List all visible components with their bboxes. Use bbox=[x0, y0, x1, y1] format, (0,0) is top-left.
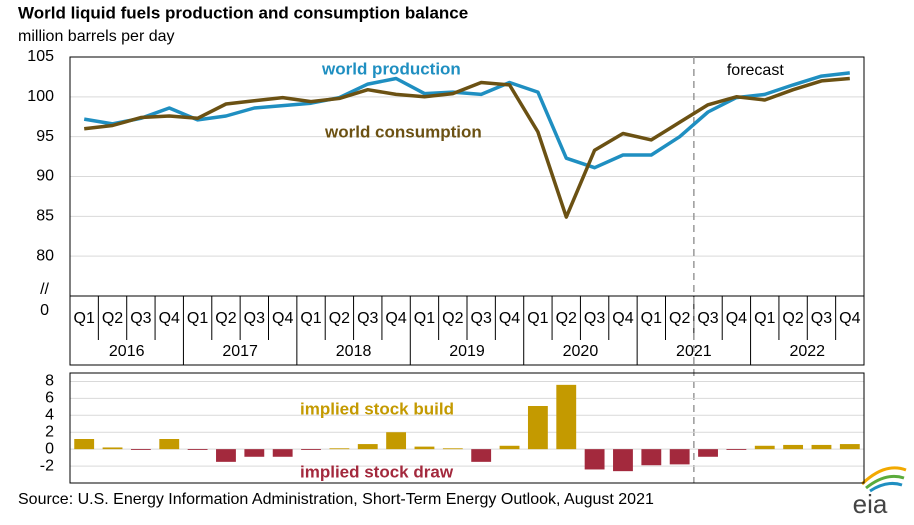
y-tick-label: 4 bbox=[45, 407, 54, 424]
x-tick-label: Q4 bbox=[499, 310, 520, 327]
series-label: world production bbox=[321, 59, 461, 78]
y-tick-label: 100 bbox=[27, 88, 54, 105]
x-tick-label: Q4 bbox=[839, 310, 860, 327]
axis-break-label: 0 bbox=[40, 302, 49, 319]
bar bbox=[811, 444, 832, 450]
bar bbox=[102, 447, 123, 450]
bar bbox=[329, 448, 350, 450]
bar bbox=[187, 449, 208, 450]
bar bbox=[301, 449, 321, 450]
x-tick-label: Q3 bbox=[130, 310, 151, 327]
bar bbox=[159, 439, 180, 450]
y-tick-label: 80 bbox=[36, 247, 54, 264]
x-tick-label: Q3 bbox=[357, 310, 378, 327]
year-label: 2017 bbox=[222, 343, 258, 360]
bar bbox=[613, 449, 633, 472]
x-tick-label: Q4 bbox=[385, 310, 406, 327]
chart-title: World liquid fuels production and consum… bbox=[18, 3, 468, 22]
bar bbox=[641, 449, 662, 466]
y-tick-label: 6 bbox=[45, 390, 54, 407]
chart-subtitle: million barrels per day bbox=[18, 28, 175, 45]
y-tick-label: -2 bbox=[40, 457, 54, 474]
x-tick-label: Q1 bbox=[414, 310, 435, 327]
bar bbox=[357, 444, 378, 450]
logo: eia bbox=[853, 466, 907, 519]
bar bbox=[669, 449, 690, 465]
y-tick-label: 0 bbox=[45, 440, 54, 457]
line-series bbox=[84, 76, 850, 219]
year-label: 2019 bbox=[449, 343, 485, 360]
x-tick-label: Q1 bbox=[74, 310, 95, 327]
year-label: 2018 bbox=[336, 343, 372, 360]
bar bbox=[471, 449, 492, 462]
x-tick-label: Q4 bbox=[726, 310, 747, 327]
x-tick-label: Q1 bbox=[187, 310, 208, 327]
y-tick-label: 8 bbox=[45, 373, 54, 390]
bar bbox=[556, 384, 577, 450]
bar bbox=[130, 449, 151, 450]
forecast-label: forecast bbox=[727, 62, 784, 79]
bar bbox=[499, 445, 520, 450]
source: Source: U.S. Energy Information Administ… bbox=[18, 491, 654, 508]
bar bbox=[698, 449, 718, 457]
series-label: world consumption bbox=[324, 122, 482, 141]
x-tick-label: Q4 bbox=[612, 310, 633, 327]
line-series bbox=[83, 71, 850, 170]
build-label: implied stock build bbox=[300, 399, 454, 418]
bar bbox=[527, 406, 548, 450]
x-tick-label: Q3 bbox=[697, 310, 718, 327]
bar bbox=[783, 444, 804, 450]
x-tick-label: Q1 bbox=[641, 310, 662, 327]
x-tick-label: Q2 bbox=[102, 310, 123, 327]
x-tick-label: Q2 bbox=[442, 310, 463, 327]
x-tick-label: Q2 bbox=[329, 310, 350, 327]
bar bbox=[726, 449, 747, 450]
bar bbox=[272, 449, 293, 457]
bar bbox=[216, 449, 236, 462]
bar bbox=[386, 432, 407, 450]
plot-frame bbox=[69, 372, 865, 484]
y-tick-label: 85 bbox=[36, 208, 54, 225]
x-tick-label: Q2 bbox=[215, 310, 236, 327]
bar bbox=[74, 439, 95, 450]
x-tick-label: Q2 bbox=[782, 310, 803, 327]
x-tick-label: Q3 bbox=[811, 310, 832, 327]
x-tick-label: Q4 bbox=[272, 310, 293, 327]
year-label: 2022 bbox=[789, 343, 825, 360]
x-tick-label: Q1 bbox=[754, 310, 775, 327]
y-tick-label: 95 bbox=[36, 128, 54, 145]
x-tick-label: Q4 bbox=[159, 310, 180, 327]
x-tick-label: Q3 bbox=[471, 310, 492, 327]
x-tick-label: Q2 bbox=[556, 310, 577, 327]
x-tick-label: Q1 bbox=[300, 310, 321, 327]
bar bbox=[754, 445, 775, 450]
x-tick-label: Q2 bbox=[669, 310, 690, 327]
bar bbox=[414, 446, 435, 450]
x-tick-label: Q3 bbox=[584, 310, 605, 327]
x-tick-label: Q3 bbox=[244, 310, 265, 327]
y-tick-label: 105 bbox=[27, 48, 54, 65]
x-tick-label: Q1 bbox=[527, 310, 548, 327]
y-tick-label: 90 bbox=[36, 168, 54, 185]
year-label: 2016 bbox=[109, 343, 145, 360]
y-tick-label: 2 bbox=[45, 423, 54, 440]
draw-label: implied stock draw bbox=[300, 462, 454, 481]
logo-text: eia bbox=[853, 489, 888, 519]
bar bbox=[442, 448, 463, 450]
bar bbox=[839, 444, 860, 450]
bar bbox=[584, 449, 605, 470]
axis-break-label: // bbox=[40, 281, 49, 298]
year-label: 2020 bbox=[563, 343, 599, 360]
bar bbox=[244, 449, 265, 457]
